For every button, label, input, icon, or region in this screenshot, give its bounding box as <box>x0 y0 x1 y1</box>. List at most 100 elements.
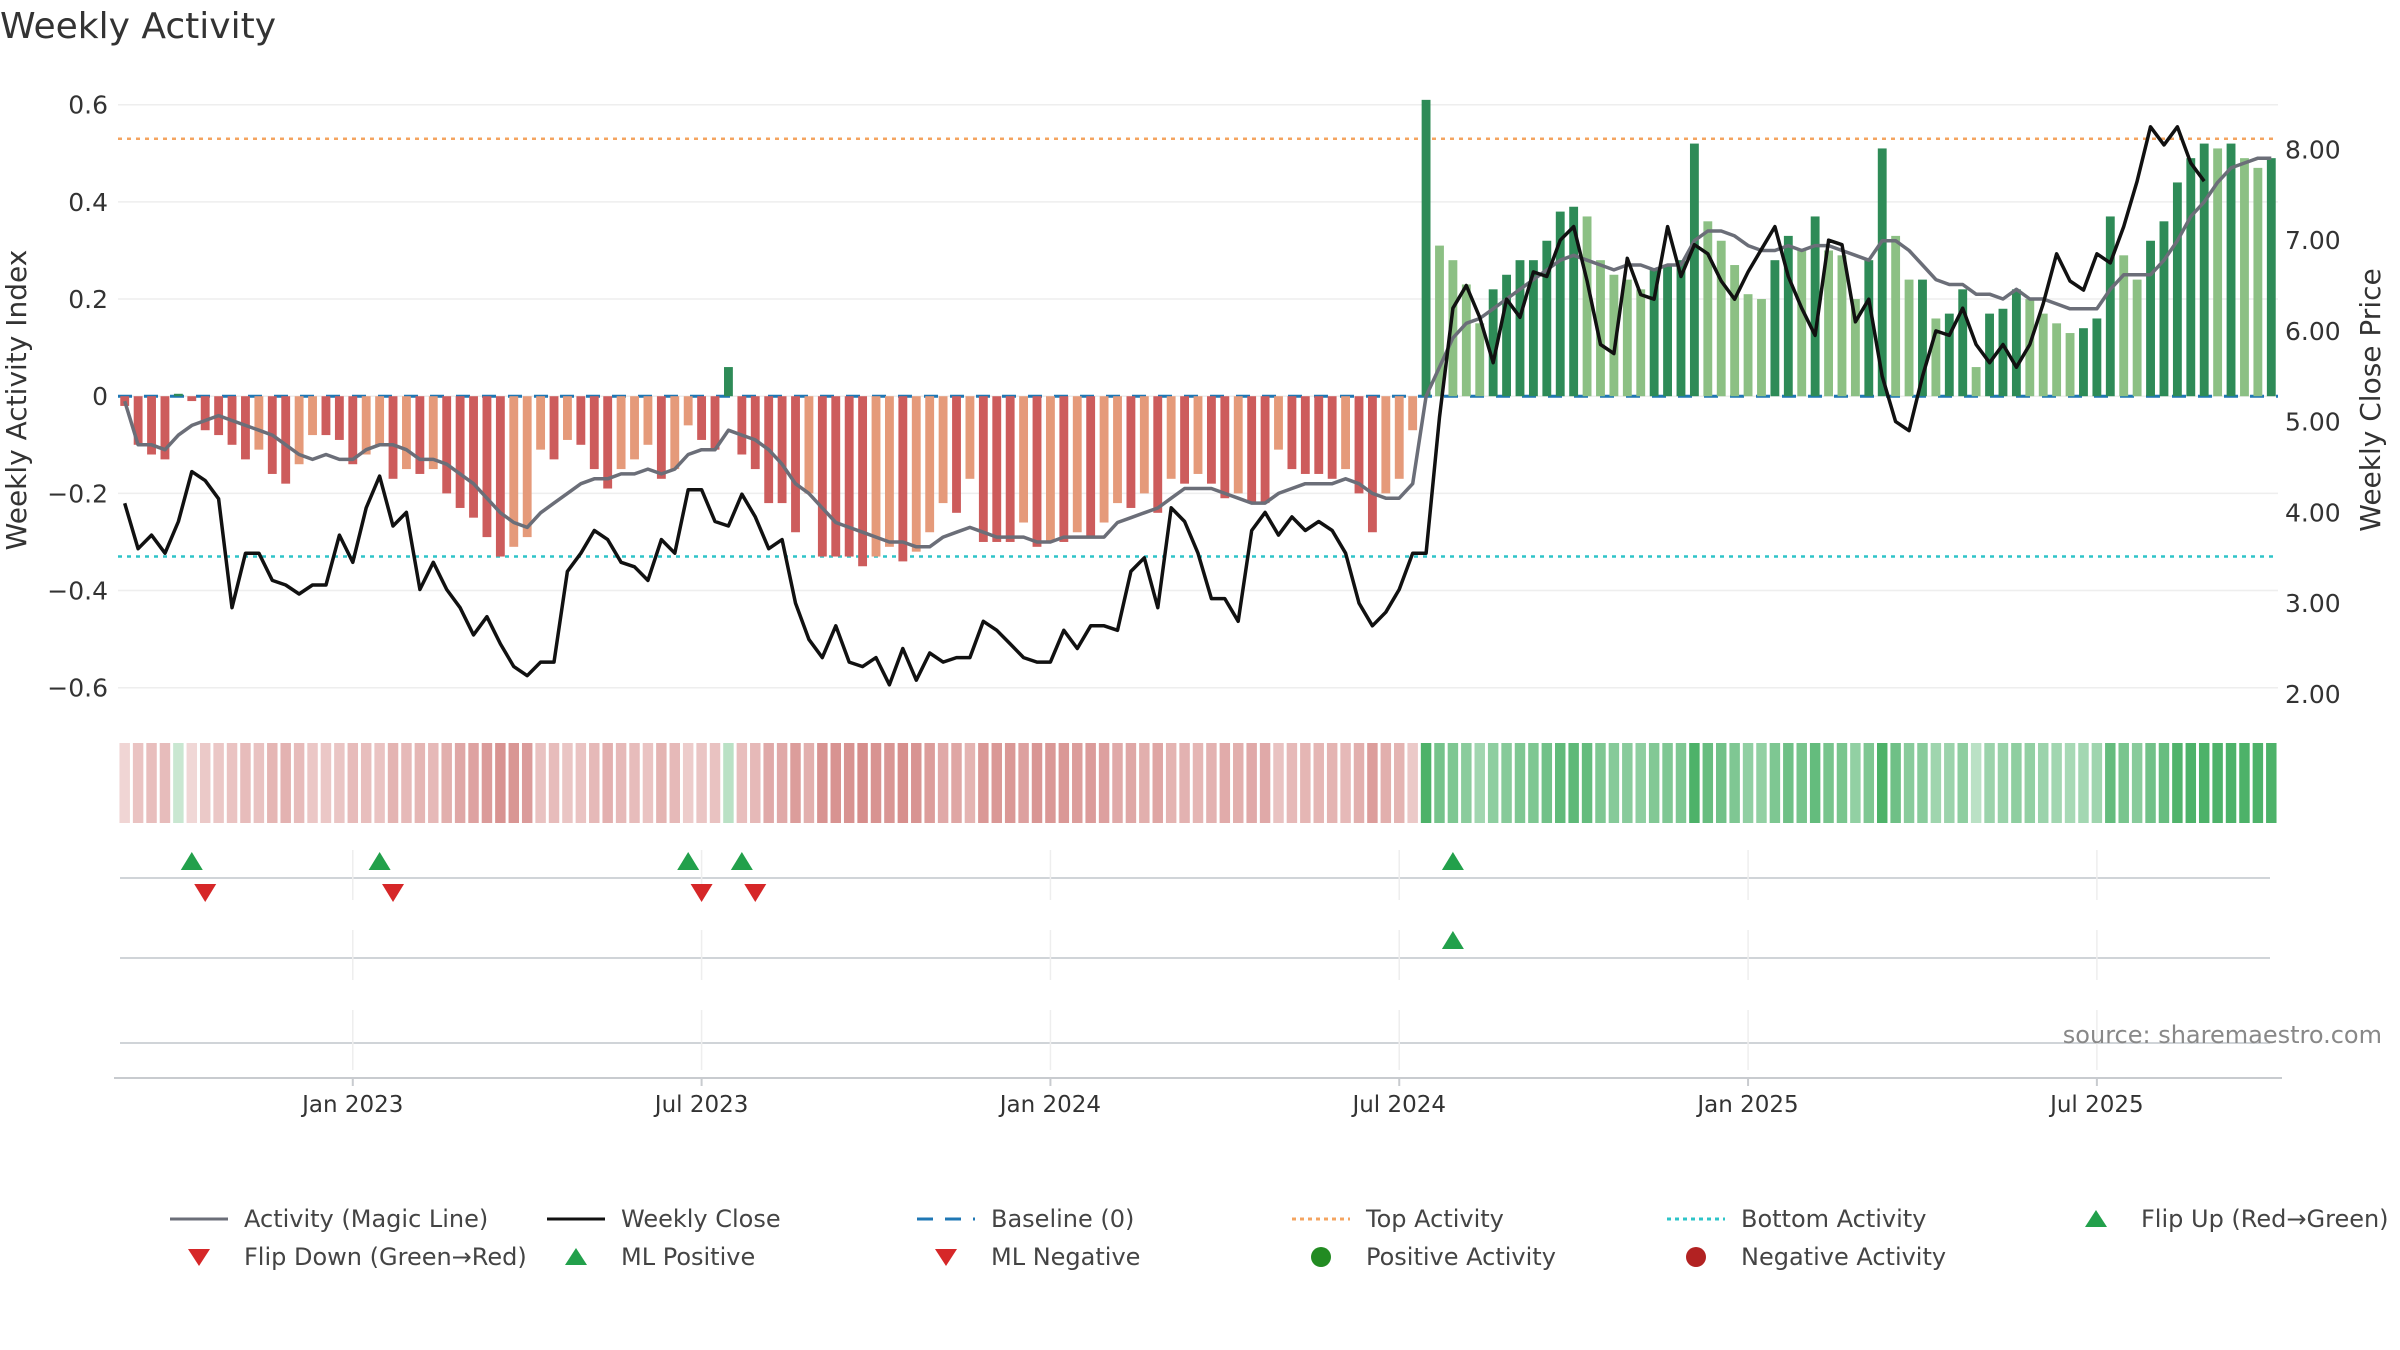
activity-bar <box>2199 143 2209 397</box>
strip-cell <box>817 743 828 823</box>
strip-cell <box>776 743 788 823</box>
activity-bar <box>1086 396 1096 538</box>
y-tick-label-left: −0.2 <box>47 479 108 508</box>
strip-cell <box>562 743 573 823</box>
strip-cell <box>696 743 707 823</box>
strip-cell <box>1662 743 1673 823</box>
strip-cell <box>1675 743 1687 823</box>
strip-cell <box>1031 743 1043 823</box>
activity-bar <box>1153 396 1163 513</box>
strip-cell <box>763 743 774 823</box>
strip-cell <box>1742 743 1754 823</box>
strip-cell <box>253 743 265 823</box>
y-tick-label-right: 6.00 <box>2285 317 2341 346</box>
activity-bar <box>536 396 546 450</box>
strip-cell <box>2252 743 2264 823</box>
legend-swatch <box>547 1217 605 1221</box>
legend-swatch <box>917 1217 975 1221</box>
activity-bar <box>1367 396 1377 533</box>
x-tick-label: Jul 2023 <box>653 1092 749 1118</box>
strip-cell <box>387 743 399 823</box>
activity-bar <box>1287 396 1297 470</box>
strip-cell <box>374 743 385 823</box>
activity-bar <box>670 396 680 470</box>
activity-bar <box>858 396 868 567</box>
activity-bar <box>1502 274 1511 397</box>
strip-cell <box>830 743 841 823</box>
legend-swatch <box>1292 1217 1350 1221</box>
strip-cell <box>1246 743 1257 823</box>
strip-cell <box>1313 743 1324 823</box>
y-tick-label-right: 5.00 <box>2285 408 2341 437</box>
activity-bar <box>1663 265 1672 397</box>
x-axis: Jan 2023 Jul 2023 Jan 2024 Jul 2024 Jan 2025… <box>114 1077 2282 1118</box>
strip-cell <box>1018 743 1029 823</box>
x-tick-label: Jan 2025 <box>1695 1092 1798 1118</box>
activity-bar <box>1327 396 1337 479</box>
activity-bar <box>2226 143 2236 397</box>
activity-bar <box>1609 274 1619 397</box>
legend-item: Bottom Activity <box>1665 1205 1926 1233</box>
legend-item: Flip Down (Green→Red) <box>168 1243 527 1271</box>
strip-cell <box>1528 743 1539 823</box>
flip-markers <box>120 850 2270 1070</box>
activity-bar <box>1797 250 1807 397</box>
strip-cell <box>1273 743 1284 823</box>
strip-cell <box>2212 743 2223 823</box>
activity-bar <box>1448 260 1458 397</box>
legend-swatch <box>170 1217 228 1221</box>
legend-label: Weekly Close <box>621 1205 781 1233</box>
strip-cell <box>2011 743 2022 823</box>
strip-cell <box>870 743 882 823</box>
legend-swatch <box>935 1249 957 1266</box>
activity-bar <box>1542 240 1552 397</box>
activity-bar <box>1206 396 1216 484</box>
activity-bar <box>428 396 438 470</box>
y-tick-label-right: 2.00 <box>2285 680 2341 709</box>
activity-bar <box>281 396 291 484</box>
activity-bar <box>1783 235 1793 397</box>
strip-cell <box>1809 743 1821 823</box>
strip-cell <box>1863 743 1875 823</box>
ml-positive-marker <box>1441 931 1464 949</box>
legend-item: Top Activity <box>1290 1205 1504 1233</box>
activity-bar <box>2079 328 2088 397</box>
activity-bar <box>348 396 358 465</box>
activity-bar <box>1193 396 1203 474</box>
activity-bar <box>1944 313 1954 397</box>
strip-cell <box>1796 743 1807 823</box>
strip-cell <box>1970 743 1982 823</box>
legend-label: Bottom Activity <box>1741 1205 1927 1233</box>
strip-cell <box>629 743 640 823</box>
activity-bar <box>482 396 492 538</box>
strip-cell <box>2024 743 2036 823</box>
x-tick-label: Jan 2024 <box>998 1092 1101 1118</box>
strip-cell <box>1085 743 1096 823</box>
strip-cell <box>1997 743 2009 823</box>
activity-bar <box>1032 396 1042 547</box>
strip-cell <box>119 743 130 823</box>
strip-cell <box>173 743 184 823</box>
activity-bar <box>2092 318 2102 397</box>
strip-cell <box>159 743 171 823</box>
activity-bar <box>2132 279 2142 397</box>
strip-cell <box>2158 743 2170 823</box>
activity-bar <box>737 396 747 455</box>
activity-bar <box>402 396 411 470</box>
activity-bar <box>133 396 143 445</box>
strip-cell <box>1045 743 1056 823</box>
flip-up-marker <box>730 852 753 870</box>
activity-bar <box>1596 260 1605 397</box>
activity-bar <box>1971 367 1981 397</box>
legend-label: ML Negative <box>991 1243 1141 1271</box>
strip-cell <box>1340 743 1351 823</box>
strip-cell <box>1434 743 1445 823</box>
activity-bar <box>241 396 250 460</box>
strip-cell <box>1823 743 1834 823</box>
flip-down-marker <box>690 884 713 902</box>
legend-item: Baseline (0) <box>915 1205 1134 1233</box>
strip-cell <box>1165 743 1177 823</box>
activity-bar <box>2146 240 2155 397</box>
legend-label: Baseline (0) <box>991 1205 1135 1233</box>
strip-cell <box>991 743 1002 823</box>
